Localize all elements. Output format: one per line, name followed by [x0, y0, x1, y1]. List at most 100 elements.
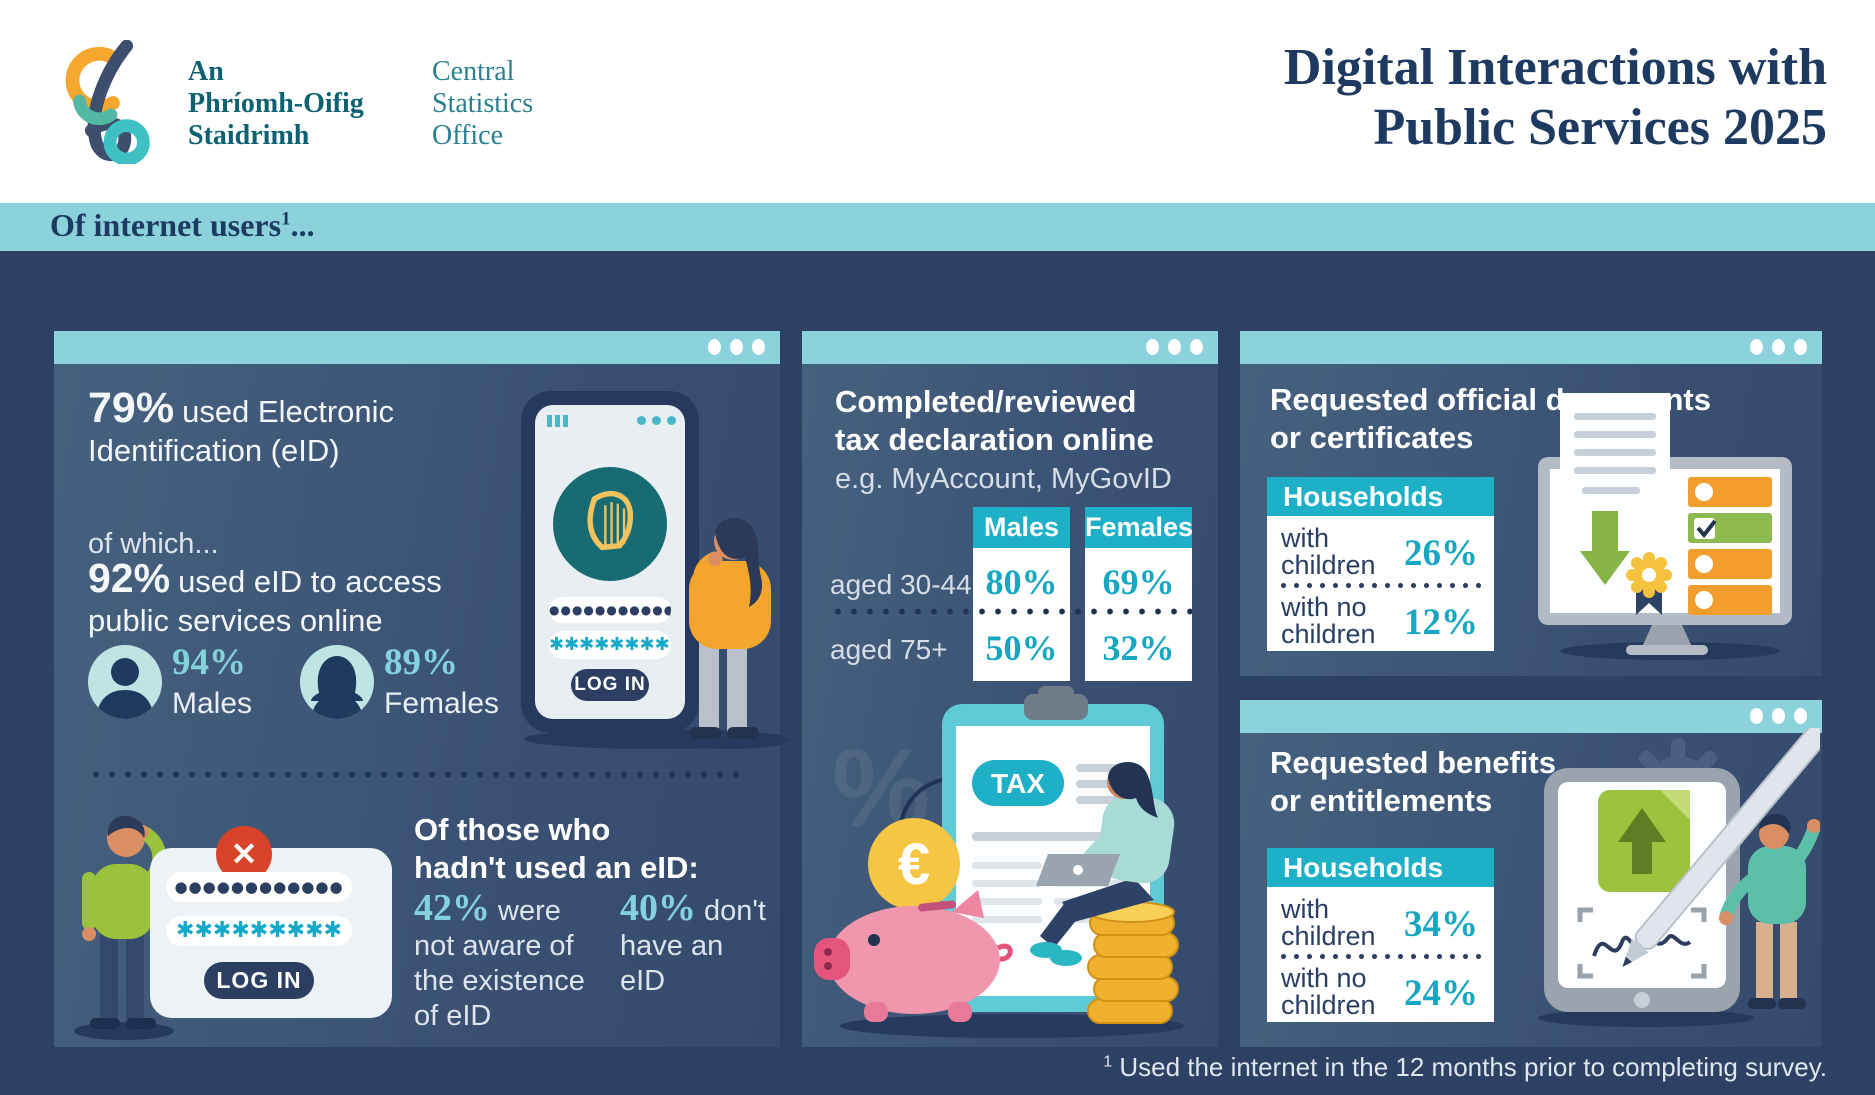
tax-males-header: Males — [973, 507, 1070, 548]
stat-not-aware-value: 42% — [414, 887, 490, 929]
female-avatar — [300, 645, 374, 719]
benefits-title: Requested benefits or entitlements — [1270, 745, 1556, 818]
panel-eid: 79% used Electronic Identification (eID) … — [54, 331, 789, 1047]
card-divider — [1277, 582, 1484, 589]
intro-banner: Of internet users1... — [0, 203, 1875, 251]
tax-males-column: Males 80% 50% — [973, 507, 1070, 681]
eid-public-services-value: 92% — [88, 555, 171, 601]
males-value: 94% — [172, 642, 246, 683]
stat-no-eid-value: 40% — [620, 887, 696, 929]
footnote-marker: 1 — [281, 208, 291, 230]
panel-documents: Requested official documents or certific… — [1240, 331, 1822, 676]
tax-illustration: % TAX — [814, 686, 1184, 1038]
phone-login-illustration: ●●●●●●●●●●●● ✱✱✱✱✱✱✱✱✱✱ LOG IN — [509, 381, 799, 751]
tax-females-75plus: 32% — [1102, 628, 1175, 668]
svg-text:TAX: TAX — [991, 768, 1045, 799]
download-arrow-icon — [1580, 511, 1630, 585]
cso-logo-icon — [65, 40, 150, 164]
tax-females-header: Females — [1085, 507, 1193, 548]
card-password-field[interactable]: ✱✱✱✱✱✱✱✱✱ — [166, 916, 352, 946]
stat-no-eid: 40% don't have an eID — [620, 887, 766, 997]
signature-area — [1577, 907, 1707, 979]
card-divider — [1277, 953, 1484, 960]
tax-females-30-44: 69% — [1102, 562, 1175, 602]
no-children-value: 12% — [1404, 602, 1478, 643]
coins-stack-icon — [1087, 901, 1179, 1024]
benefits-households-card: Households with children 34% with no child… — [1267, 848, 1494, 1022]
no-children-label: with no children — [1281, 963, 1376, 1020]
euro-coin-icon: € — [868, 818, 960, 910]
window-dots-icon — [1750, 339, 1807, 355]
tax-subtitle: e.g. MyAccount, MyGovID — [835, 463, 1172, 495]
households-header: Households — [1267, 477, 1494, 516]
panel-benefits-titlebar — [1240, 700, 1822, 733]
eid-headline-value: 79% — [88, 384, 175, 432]
woman-illustration — [671, 518, 787, 749]
window-dots-icon — [708, 339, 765, 355]
harp-badge — [553, 467, 667, 581]
tax-females-column: Females 69% 32% — [1085, 507, 1193, 681]
footnote: 1 Used the internet in the 12 months pri… — [1103, 1052, 1827, 1082]
logo-irish-name: An Phríomh-Oifig Staidrimh — [188, 56, 364, 151]
monitor-certificate-illustration — [1538, 393, 1792, 660]
footnote-marker: 1 — [1103, 1053, 1113, 1071]
female-silhouette-icon — [311, 656, 363, 719]
card-login-button[interactable]: LOG IN — [204, 962, 314, 999]
certificate-badge-icon — [1626, 552, 1672, 615]
no-children-value: 24% — [1404, 973, 1478, 1014]
confused-man-illustration — [74, 815, 174, 1040]
tablet-signature-illustration — [1538, 728, 1820, 1027]
with-children-value: 34% — [1404, 904, 1478, 945]
eid-public-services-stat: 92% used eID to access public services on… — [88, 555, 442, 639]
phone-username-field[interactable]: ●●●●●●●●●●●● — [549, 597, 671, 623]
window-dots-icon — [1750, 708, 1807, 724]
males-label: Males — [172, 687, 253, 720]
woman-laptop-illustration — [1030, 761, 1175, 966]
upload-document-icon — [1598, 790, 1690, 892]
panel-eid-titlebar — [54, 331, 780, 364]
intro-banner-text: Of internet users1... — [50, 207, 315, 243]
with-children-value: 26% — [1404, 533, 1478, 574]
logo-english-name: Central Statistics Office — [432, 56, 534, 151]
male-avatar — [88, 645, 162, 719]
signal-bars-icon — [547, 415, 568, 427]
tax-males-75plus: 50% — [985, 628, 1058, 668]
panel-documents-titlebar — [1240, 331, 1822, 364]
failed-login-card: ✕ ●●●●●●●●●●●● ✱✱✱✱✱✱✱✱✱ LOG IN — [150, 826, 392, 1018]
documents-households-card: Households with children 26% with no child… — [1267, 477, 1494, 651]
females-label: Females — [384, 687, 500, 720]
of-which-label: of which... — [88, 528, 219, 560]
with-children-label: with children — [1281, 523, 1376, 580]
male-silhouette-icon — [96, 658, 154, 719]
checklist-icon — [1688, 477, 1772, 615]
stat-not-aware: 42% were not aware of the existence of eI… — [414, 887, 585, 1032]
page-header: An Phríomh-Oifig Staidrimh Central Stati… — [0, 0, 1875, 203]
panel-benefits: Requested benefits or entitlements House… — [1240, 700, 1822, 1047]
pen-icon — [1622, 728, 1820, 968]
females-value: 89% — [384, 642, 458, 683]
harp-icon — [587, 491, 634, 551]
tax-row1-label: aged 30-44 — [830, 569, 972, 600]
no-eid-heading: Of those who hadn't used an eID: — [414, 812, 699, 885]
phone-login-button[interactable]: LOG IN — [571, 669, 649, 701]
tax-title: Completed/reviewed tax declaration onlin… — [835, 384, 1154, 457]
panel-tax: Completed/reviewed tax declaration onlin… — [802, 331, 1218, 1047]
households-header: Households — [1267, 848, 1494, 887]
with-children-label: with children — [1281, 894, 1376, 951]
phone-password-field[interactable]: ✱✱✱✱✱✱✱✱✱✱ — [549, 631, 671, 659]
card-username-field[interactable]: ●●●●●●●●●●●● — [166, 872, 352, 902]
screen-dots-icon — [637, 416, 676, 425]
tax-table-divider — [830, 608, 1192, 615]
man-illustration — [1719, 814, 1820, 1009]
panel-tax-titlebar — [802, 331, 1218, 364]
svg-text:€: € — [898, 832, 930, 897]
no-children-label: with no children — [1281, 592, 1376, 649]
page-title: Digital Interactions with Public Service… — [1283, 39, 1827, 156]
tax-row2-label: aged 75+ — [830, 634, 948, 665]
window-dots-icon — [1146, 339, 1203, 355]
eid-headline: 79% used Electronic Identification (eID) — [88, 384, 395, 469]
piggy-bank-icon — [814, 890, 1013, 1022]
divider-dotted — [88, 771, 748, 778]
tax-males-30-44: 80% — [985, 562, 1058, 602]
